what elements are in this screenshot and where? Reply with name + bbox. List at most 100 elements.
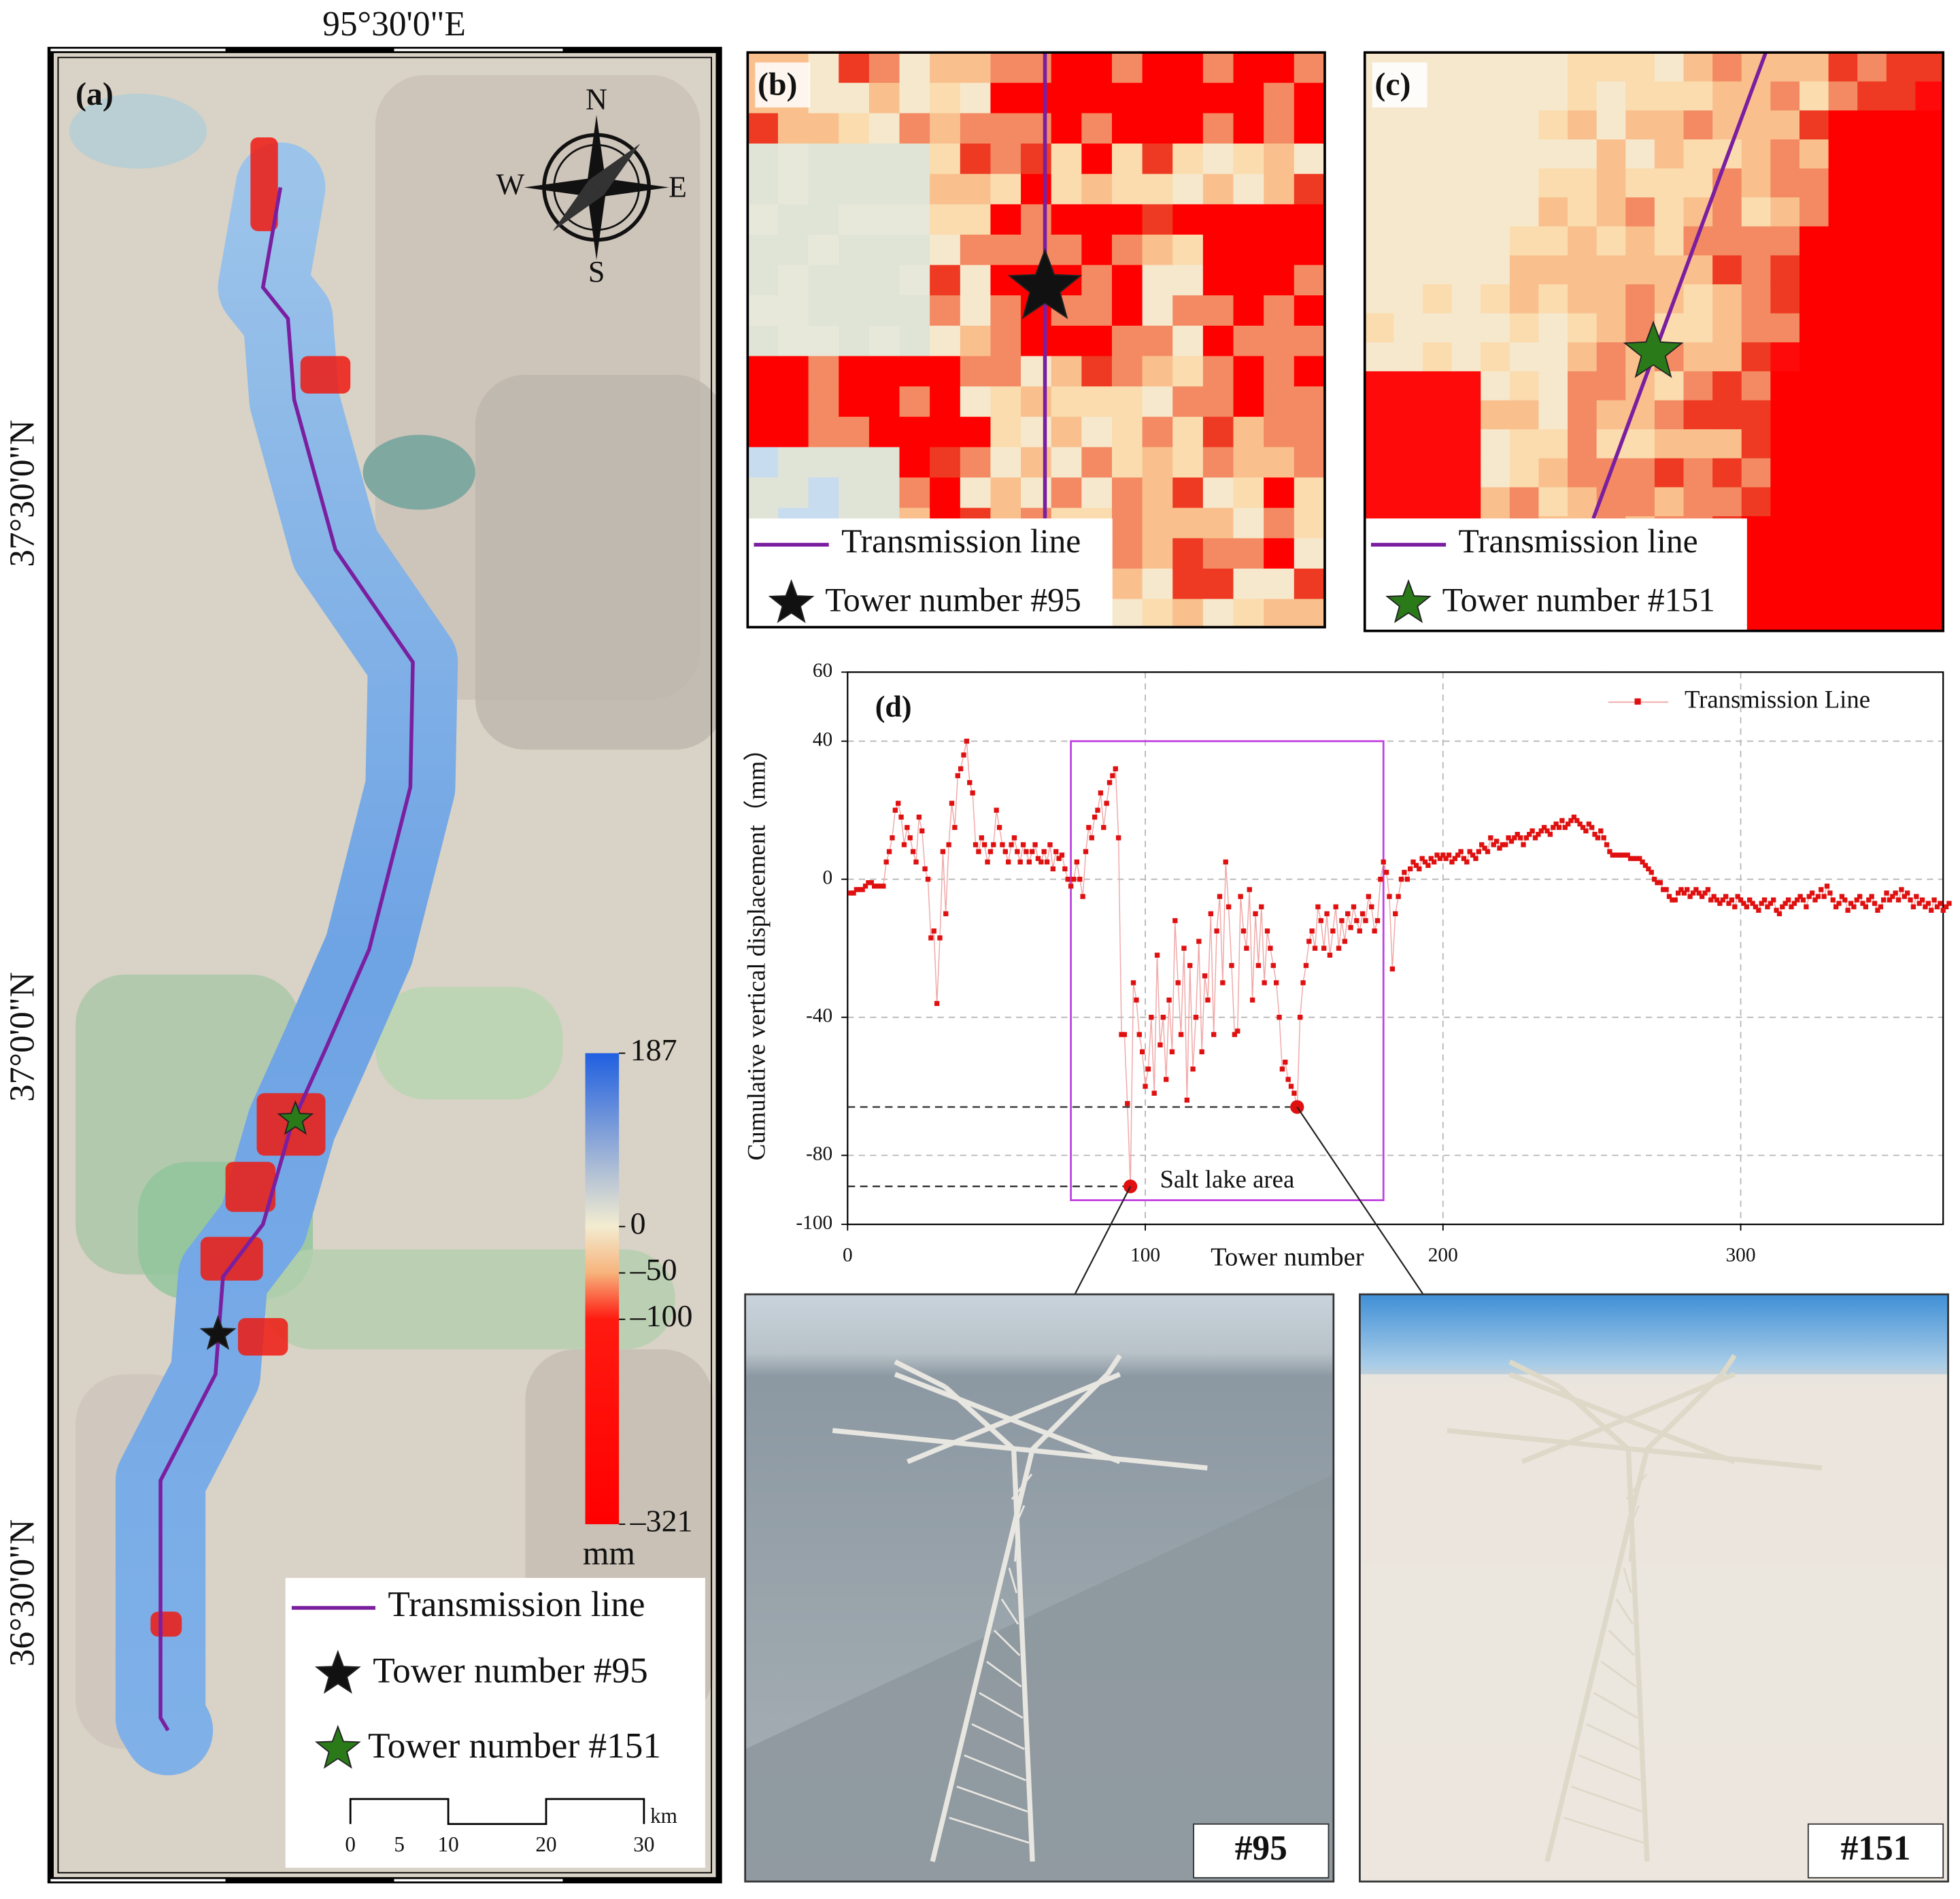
raster-cell <box>1264 113 1295 144</box>
raster-cell <box>1393 487 1423 517</box>
raster-cell <box>1021 82 1052 114</box>
data-point <box>1741 901 1746 906</box>
raster-cell <box>1481 458 1510 488</box>
raster-cell <box>1051 144 1083 175</box>
raster-cell <box>1294 416 1325 448</box>
data-point <box>1943 904 1949 909</box>
raster-cell <box>1422 458 1453 488</box>
raster-cell <box>777 295 809 326</box>
data-point <box>1330 928 1336 934</box>
raster-cell <box>1172 599 1204 628</box>
raster-cell <box>1172 295 1204 326</box>
data-point <box>1095 807 1100 813</box>
data-point <box>1151 1090 1157 1096</box>
raster-cell <box>1741 429 1772 459</box>
raster-cell <box>747 447 779 478</box>
data-point <box>1556 824 1562 830</box>
raster-cell <box>1596 81 1627 112</box>
raster-cell <box>1422 487 1453 517</box>
raster-cell <box>1324 82 1325 114</box>
raster-cell <box>1538 110 1568 140</box>
raster-cell <box>1364 371 1395 401</box>
y-tick-label: -40 <box>806 1005 832 1026</box>
tower-strut <box>1012 1505 1026 1531</box>
x-axis-label: Tower number <box>1211 1243 1364 1271</box>
data-point <box>1032 842 1038 847</box>
data-point <box>987 849 994 854</box>
raster-cell <box>1886 197 1916 227</box>
legend-label: Tower number #95 <box>825 582 1081 619</box>
data-point <box>1714 897 1720 903</box>
data-point <box>1806 894 1812 899</box>
data-point <box>1649 869 1654 875</box>
data-point <box>1580 824 1586 830</box>
raster-cell <box>1770 139 1800 169</box>
raster-cell <box>990 356 1021 388</box>
compass-point <box>589 144 641 195</box>
raster-cell <box>1857 255 1887 285</box>
data-point <box>1824 884 1830 889</box>
data-point <box>1765 904 1770 909</box>
raster-cell <box>1828 81 1859 112</box>
data-point <box>1473 856 1479 861</box>
data-point <box>919 828 925 834</box>
data-point <box>1819 887 1824 892</box>
raster-cell <box>1509 342 1540 372</box>
raster-cell <box>1886 342 1916 372</box>
raster-cell <box>808 386 840 418</box>
raster-cell <box>960 325 992 357</box>
raster-cell <box>1364 458 1395 488</box>
raster-cell <box>1172 538 1204 569</box>
data-point <box>1836 901 1842 906</box>
data-point <box>1024 849 1029 854</box>
data-point <box>1934 904 1940 909</box>
tower-95-marker <box>199 1315 237 1350</box>
data-point <box>1619 852 1625 858</box>
x-tick-label: 100 <box>1130 1245 1160 1266</box>
raster-cell <box>1770 458 1800 488</box>
compass-letter: E <box>669 170 687 203</box>
raster-cell <box>1294 386 1325 418</box>
raster-cell <box>777 204 809 235</box>
latitude-label: 36°30'0"N <box>3 1519 41 1667</box>
data-point <box>1270 962 1276 969</box>
raster-cell <box>1324 173 1325 205</box>
data-point <box>952 824 958 830</box>
raster-cell <box>1294 173 1325 205</box>
raster-cell <box>1202 82 1234 114</box>
data-point <box>1672 897 1678 903</box>
raster-cell <box>1172 113 1204 144</box>
data-point <box>1768 901 1773 906</box>
data-point <box>1541 824 1547 830</box>
y-tick-label: 0 <box>823 867 833 888</box>
raster-cell <box>1799 168 1829 199</box>
data-point <box>1068 884 1074 889</box>
raster-cell <box>960 416 992 448</box>
data-point <box>1577 821 1583 827</box>
raster-cell <box>1538 342 1568 372</box>
raster-cell <box>1172 568 1204 600</box>
tower-strut <box>993 1630 1021 1656</box>
raster-cell <box>1857 342 1887 372</box>
raster-cell <box>1481 255 1510 285</box>
raster-cell <box>1202 447 1234 478</box>
data-point <box>1848 901 1854 906</box>
raster-cell <box>808 144 840 175</box>
y-axis-label: Cumulative vertical displacement（mm） <box>742 736 770 1160</box>
y-tick-label: -80 <box>806 1143 832 1164</box>
legend-label: Transmission line <box>841 522 1081 560</box>
raster-cell <box>1081 173 1113 205</box>
raster-cell <box>1142 82 1174 114</box>
colorbar-tick-label: –100 <box>630 1298 693 1333</box>
raster-cell <box>1683 81 1714 112</box>
raster-cell <box>1111 265 1143 297</box>
raster-cell <box>1233 52 1265 84</box>
data-point <box>1300 980 1306 986</box>
data-point <box>1062 866 1068 872</box>
data-point <box>1500 842 1506 847</box>
raster-cell <box>960 113 992 144</box>
data-point <box>1134 997 1139 1003</box>
raster-cell <box>1828 197 1859 227</box>
data-point <box>1074 859 1080 864</box>
data-point <box>1908 897 1913 903</box>
